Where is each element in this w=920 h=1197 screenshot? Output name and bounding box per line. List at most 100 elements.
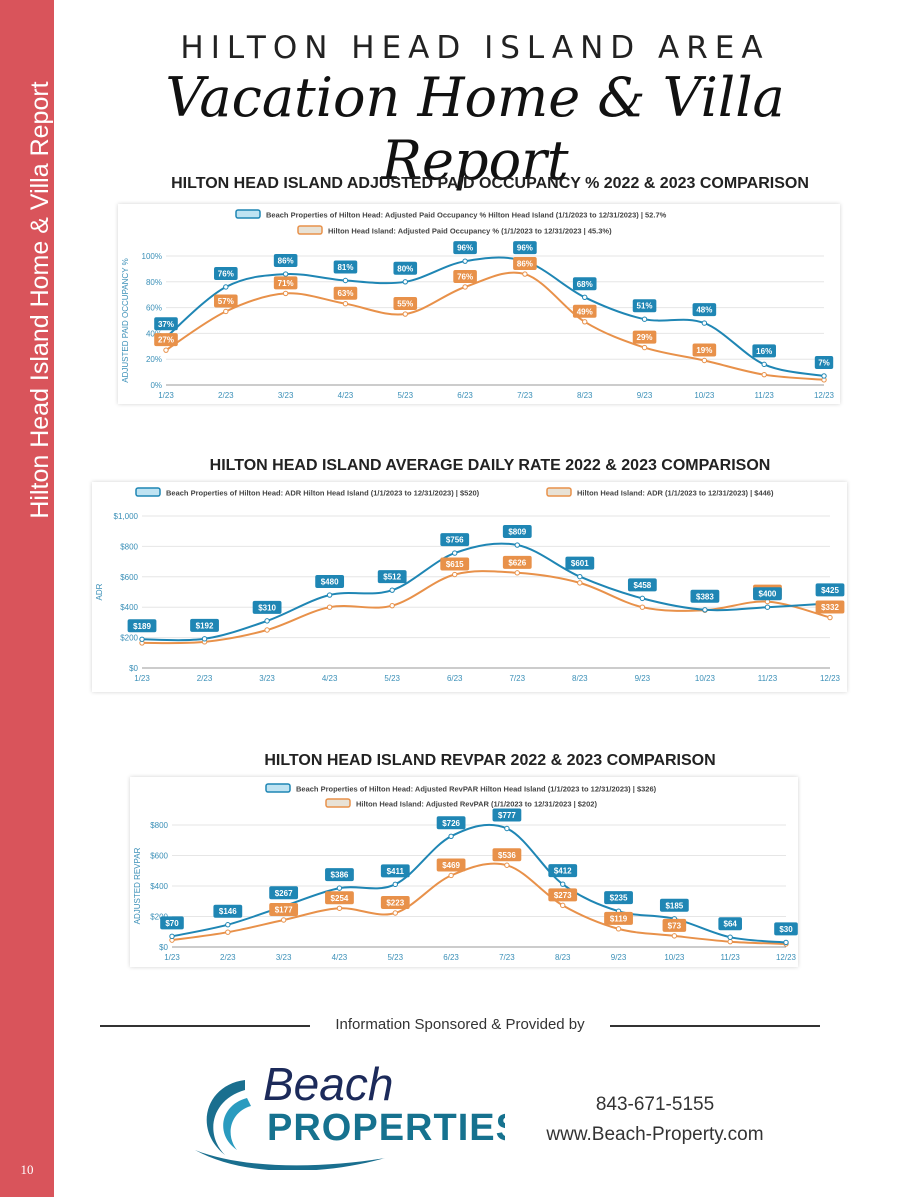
- legend-label[interactable]: Beach Properties of Hilton Head: ADR Hil…: [166, 489, 480, 498]
- data-point[interactable]: [225, 929, 231, 935]
- y-axis-label: ADJUSTED PAID OCCUPANCY %: [121, 258, 130, 382]
- legend-swatch[interactable]: [325, 798, 351, 808]
- data-point[interactable]: [639, 595, 646, 602]
- data-point[interactable]: [701, 320, 708, 326]
- data-point[interactable]: [504, 862, 510, 868]
- data-point[interactable]: [582, 294, 588, 300]
- data-point[interactable]: [392, 881, 398, 888]
- data-point[interactable]: [577, 580, 583, 586]
- x-tick-label: 3/23: [278, 391, 294, 400]
- data-point[interactable]: [827, 614, 833, 621]
- data-label-box: [325, 891, 354, 905]
- legend-swatch[interactable]: [297, 225, 323, 235]
- data-label-box: [662, 918, 687, 932]
- data-point[interactable]: [514, 570, 520, 576]
- legend-label[interactable]: Beach Properties of Hilton Head: Adjuste…: [296, 785, 657, 794]
- y-tick-label: 100%: [142, 252, 162, 261]
- data-point[interactable]: [514, 542, 520, 548]
- data-point[interactable]: [389, 587, 395, 593]
- data-label: 27%: [158, 336, 174, 345]
- data-point[interactable]: [639, 604, 646, 610]
- x-tick-label: 2/23: [197, 674, 213, 683]
- legend-label[interactable]: Hilton Head Island: ADR (1/1/2023 to 12/…: [577, 489, 774, 498]
- x-tick-label: 7/23: [517, 391, 533, 400]
- data-point[interactable]: [342, 277, 349, 284]
- data-point[interactable]: [452, 571, 458, 578]
- data-point[interactable]: [389, 602, 395, 609]
- data-point[interactable]: [264, 627, 270, 633]
- data-point[interactable]: [582, 319, 588, 325]
- data-point[interactable]: [392, 910, 398, 916]
- data-label-box: [325, 868, 354, 882]
- data-point[interactable]: [702, 607, 708, 613]
- data-point[interactable]: [764, 604, 771, 610]
- legend-swatch[interactable]: [135, 487, 161, 497]
- x-tick-label: 9/23: [637, 391, 653, 400]
- data-label-box: [393, 297, 418, 311]
- data-point[interactable]: [615, 926, 622, 932]
- data-point[interactable]: [560, 881, 566, 887]
- data-point[interactable]: [402, 279, 408, 285]
- data-point[interactable]: [223, 284, 229, 290]
- legend-swatch[interactable]: [546, 487, 572, 497]
- data-label-box: [214, 294, 238, 308]
- data-point[interactable]: [402, 311, 408, 317]
- data-label-box: [377, 570, 407, 584]
- data-point[interactable]: [201, 636, 208, 642]
- data-point[interactable]: [462, 258, 468, 264]
- data-point[interactable]: [448, 833, 454, 839]
- data-point[interactable]: [641, 316, 648, 322]
- data-point[interactable]: [504, 825, 510, 832]
- y-tick-label: 80%: [146, 278, 162, 287]
- data-point[interactable]: [280, 917, 287, 923]
- data-point[interactable]: [671, 933, 678, 939]
- x-tick-label: 4/23: [322, 674, 338, 683]
- data-point[interactable]: [522, 271, 528, 277]
- data-point[interactable]: [282, 290, 289, 297]
- data-point[interactable]: [452, 550, 458, 556]
- data-point[interactable]: [336, 885, 343, 891]
- data-point[interactable]: [342, 301, 349, 307]
- data-point[interactable]: [225, 922, 231, 928]
- data-point[interactable]: [783, 939, 789, 946]
- data-label-box: [565, 556, 595, 570]
- data-point[interactable]: [761, 361, 767, 368]
- side-label: Hilton Head Island Home & Villa Report: [26, 81, 54, 519]
- contact-website[interactable]: www.Beach-Property.com: [546, 1124, 764, 1145]
- data-point[interactable]: [326, 604, 333, 610]
- data-point[interactable]: [462, 284, 468, 290]
- x-tick-label: 8/23: [572, 674, 588, 683]
- data-point[interactable]: [761, 371, 767, 378]
- data-point[interactable]: [821, 373, 827, 379]
- data-point[interactable]: [577, 573, 583, 580]
- data-point[interactable]: [139, 636, 145, 642]
- data-point[interactable]: [336, 905, 343, 911]
- data-label: 63%: [337, 289, 353, 298]
- data-point[interactable]: [727, 938, 733, 945]
- data-point[interactable]: [169, 933, 175, 940]
- data-point[interactable]: [448, 872, 454, 879]
- data-label-box: [127, 619, 157, 633]
- data-point[interactable]: [727, 934, 733, 940]
- legend-label[interactable]: Hilton Head Island: Adjusted RevPAR (1/1…: [356, 800, 597, 809]
- data-point[interactable]: [560, 902, 566, 909]
- x-tick-label: 11/23: [758, 674, 778, 683]
- data-point[interactable]: [264, 618, 270, 624]
- data-label-box: [252, 600, 282, 614]
- data-point[interactable]: [223, 308, 229, 315]
- data-label-box: [160, 916, 184, 930]
- chart-title-revpar: HILTON HEAD ISLAND REVPAR 2022 & 2023 CO…: [264, 752, 716, 769]
- data-point[interactable]: [641, 344, 648, 351]
- data-label-box: [214, 266, 238, 280]
- data-point[interactable]: [163, 347, 169, 353]
- legend-swatch[interactable]: [235, 209, 261, 219]
- data-label: $626: [508, 558, 526, 567]
- x-tick-label: 12/23: [776, 953, 797, 962]
- data-point[interactable]: [282, 271, 289, 277]
- legend-label[interactable]: Hilton Head Island: Adjusted Paid Occupa…: [328, 227, 612, 236]
- data-point[interactable]: [701, 357, 708, 364]
- legend-swatch[interactable]: [265, 783, 291, 793]
- legend-label[interactable]: Beach Properties of Hilton Head: Adjuste…: [266, 211, 667, 220]
- data-point[interactable]: [326, 592, 333, 598]
- data-label-box: [492, 848, 522, 862]
